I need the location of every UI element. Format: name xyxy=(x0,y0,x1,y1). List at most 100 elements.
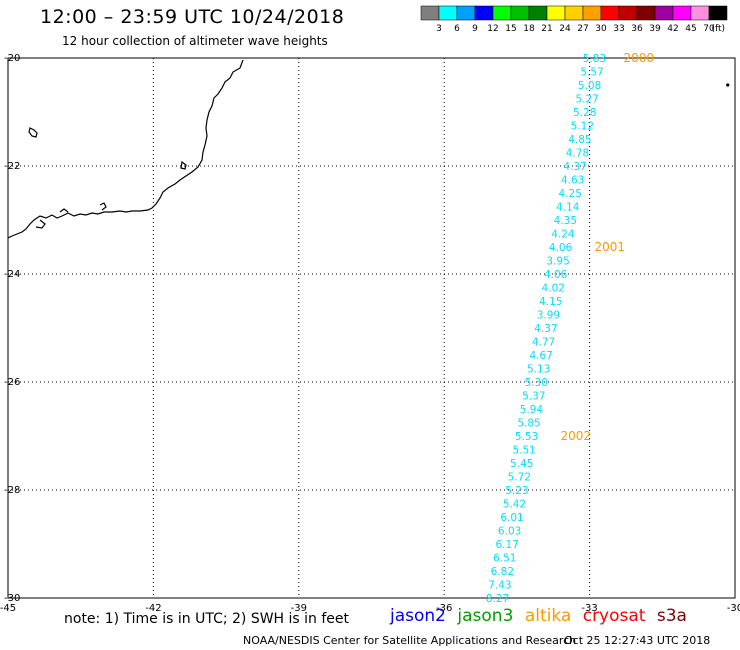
lon-tick-label: -45 xyxy=(0,603,16,614)
wave-height-value: 5.94 xyxy=(520,404,544,416)
legend-swatch xyxy=(438,5,458,21)
legend-swatch xyxy=(492,5,512,21)
legend-bin-label: 12 xyxy=(487,24,498,34)
legend-bin-label: 18 xyxy=(523,24,535,34)
legend-bin-label: 15 xyxy=(505,24,516,34)
axis-ticks: -45 -42 -39 -36 -33 -30 -20 -22 -24 -26 -28 -30 xyxy=(0,53,740,614)
legend-swatch xyxy=(690,5,710,21)
wave-height-value: 5.85 xyxy=(517,418,540,430)
lat-tick-label: -22 xyxy=(4,161,20,172)
legend-swatch xyxy=(672,5,692,21)
legend-bin-label: 33 xyxy=(613,24,624,34)
wave-height-value: 4.67 xyxy=(529,350,552,362)
legend-bin-label: 36 xyxy=(631,24,643,34)
wave-height-value: 5.45 xyxy=(510,458,533,470)
lat-tick-label: -30 xyxy=(4,593,20,604)
wave-height-value: 7.43 xyxy=(488,580,511,592)
wave-height-value: 5.27 xyxy=(575,94,598,106)
coast-island-1 xyxy=(28,127,38,138)
wave-height-value: 4.85 xyxy=(568,134,591,146)
legend-swatch xyxy=(474,5,494,21)
color-legend: 3 6 9 12 15 18 21 24 27 30 33 36 39 42 45 70(ft) xyxy=(420,5,728,34)
legend-swatch xyxy=(636,5,656,21)
wave-height-value: 4.35 xyxy=(554,215,577,227)
wave-height-value: 6.82 xyxy=(491,566,514,578)
legend-swatch xyxy=(582,5,602,21)
legend-bin-label: 30 xyxy=(595,24,607,34)
legend-bin-label: 39 xyxy=(649,24,661,34)
map-frame xyxy=(7,57,736,599)
lon-tick-label: -36 xyxy=(436,603,452,614)
coastline xyxy=(7,59,244,239)
footer-timestamp: Oct 25 12:27:43 UTC 2018 xyxy=(564,634,711,647)
wave-height-value: 5.13 xyxy=(527,364,550,376)
altimeter-track: 5.835.575.085.275.285.124.854.784.374.63… xyxy=(486,53,606,605)
wave-height-value: 4.63 xyxy=(561,175,584,187)
legend-bin-label: 21 xyxy=(541,24,552,34)
footer-credit: NOAA/NESDIS Center for Satellite Applica… xyxy=(243,634,577,647)
satellite-legend: jason2 jason3 altika cryosat s3a xyxy=(390,606,693,626)
lat-tick-label: -26 xyxy=(4,377,20,388)
footnote: note: 1) Time is in UTC; 2) SWH is in fe… xyxy=(64,611,350,627)
legend-bin-label: 42 xyxy=(667,24,678,34)
legend-swatch xyxy=(420,5,440,21)
time-labels: 2000 2001 2002 xyxy=(561,51,655,443)
wave-height-value: 6.17 xyxy=(496,539,519,551)
legend-swatch xyxy=(546,5,566,21)
legend-swatch xyxy=(618,5,638,21)
wave-height-value: 4.78 xyxy=(566,148,589,160)
coast-inlet xyxy=(35,202,107,229)
time-label: 2002 xyxy=(561,429,592,443)
wave-height-value: 5.42 xyxy=(503,499,526,511)
lon-tick-label: -30 xyxy=(727,603,740,614)
satellite-jason2: jason2 xyxy=(390,606,446,626)
wave-height-value: 4.02 xyxy=(542,283,565,295)
wave-height-value: 5.30 xyxy=(525,377,548,389)
wave-height-value: 6.51 xyxy=(493,553,516,565)
lon-tick-label: -33 xyxy=(581,603,597,614)
wave-height-value: 6.03 xyxy=(498,526,521,538)
wave-height-value: 4.24 xyxy=(551,229,575,241)
wave-height-value: 3.99 xyxy=(537,310,560,322)
legend-bin-label: 70 xyxy=(703,24,715,34)
wave-height-value: 5.23 xyxy=(505,485,528,497)
legend-bin-label: 24 xyxy=(559,24,571,34)
wave-height-value: 4.06 xyxy=(549,242,573,254)
wave-height-value: 5.37 xyxy=(522,391,545,403)
legend-swatch xyxy=(510,5,530,21)
wave-height-value: 5.51 xyxy=(512,445,535,457)
legend-swatch xyxy=(456,5,476,21)
legend-unit: (ft) xyxy=(711,24,725,34)
wave-height-value: 8.27 xyxy=(486,593,509,605)
time-label: 2001 xyxy=(594,240,625,254)
wave-height-value: 5.53 xyxy=(515,431,538,443)
wave-height-value: 4.14 xyxy=(556,202,580,214)
wave-height-value: 4.15 xyxy=(539,296,562,308)
wave-height-value: 4.77 xyxy=(532,337,555,349)
grid-lines xyxy=(8,58,735,598)
island-marker xyxy=(726,83,730,87)
lat-tick-label: -24 xyxy=(4,269,20,280)
wave-height-value: 4.37 xyxy=(534,323,557,335)
legend-bin-label: 45 xyxy=(685,24,696,34)
legend-bin-label: 6 xyxy=(454,24,460,34)
coast-island-2 xyxy=(180,160,187,170)
satellite-altika: altika xyxy=(524,606,572,626)
satellite-cryosat: cryosat xyxy=(582,606,646,626)
legend-bin-label: 3 xyxy=(436,24,442,34)
legend-swatch xyxy=(528,5,548,21)
legend-swatch xyxy=(564,5,584,21)
wave-height-value: 3.95 xyxy=(546,256,569,268)
map-title: 12:00 – 23:59 UTC 10/24/2018 xyxy=(40,6,345,28)
legend-bin-label: 27 xyxy=(577,24,588,34)
wave-height-value: 4.37 xyxy=(563,161,586,173)
wave-height-value: 5.12 xyxy=(571,121,594,133)
time-label: 2000 xyxy=(624,51,655,65)
lat-tick-label: -28 xyxy=(4,485,20,496)
wave-height-value: 4.25 xyxy=(559,188,582,200)
map-subtitle: 12 hour collection of altimeter wave hei… xyxy=(62,34,328,48)
wave-height-value: 5.57 xyxy=(580,67,603,79)
legend-bin-label: 9 xyxy=(472,24,478,34)
legend-swatch xyxy=(708,5,728,21)
